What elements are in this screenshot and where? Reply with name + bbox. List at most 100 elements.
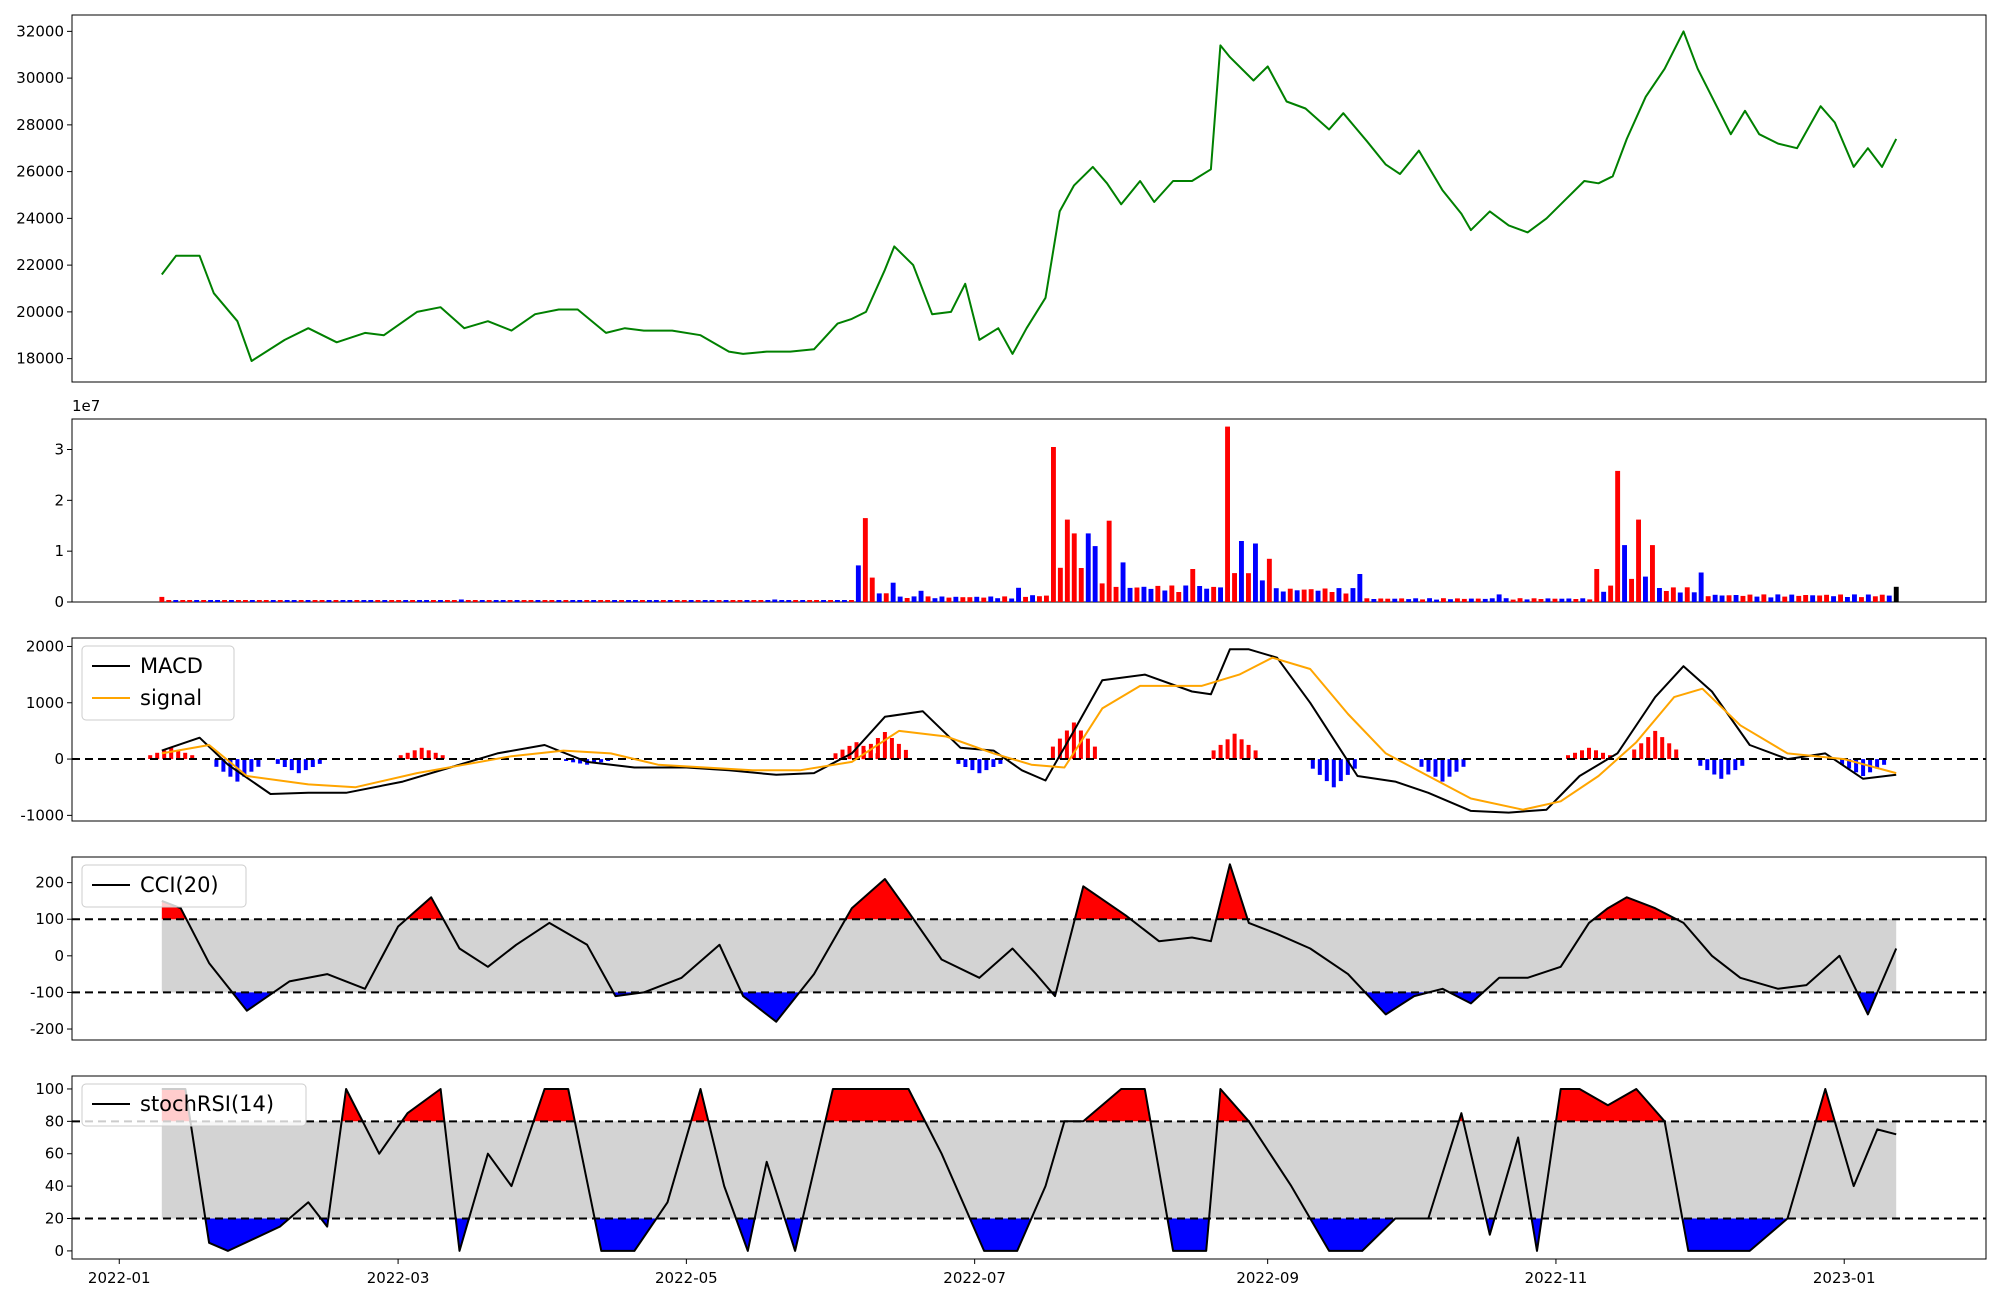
cci-overbought-fill [1216,864,1248,920]
volume-bar [535,600,541,602]
macd-histogram-bar [592,759,597,764]
volume-bar [472,600,478,602]
volume-bar [1280,591,1286,602]
volume-bar [1810,595,1816,602]
volume-bar [1190,569,1196,602]
macd-histogram-bar [1674,749,1679,760]
volume-bar [1078,568,1084,602]
volume-bar [1204,588,1210,602]
price-line [161,30,1898,362]
price-panel-ytick-label: 26000 [16,163,64,181]
macd-histogram-bar [275,759,280,764]
volume-bar [1308,589,1314,602]
volume-bar [1594,569,1600,602]
volume-bar [1406,599,1412,602]
macd-histogram-bar [1639,743,1644,760]
volume-bar [284,600,290,602]
price-panel-ytick-label: 20000 [16,303,64,321]
volume-bar [333,600,339,602]
stochrsi-panel-legend-box [81,1083,307,1127]
cci-panel-legend-box [81,864,247,908]
macd-histogram-bar [1712,759,1717,775]
volume-bar [584,600,590,602]
x-tick-label: 2022-11 [1525,1269,1588,1287]
volume-bar [1608,585,1614,602]
volume-bar [1392,598,1398,602]
volume-bar [403,600,409,602]
volume-bar [1677,592,1683,602]
macd-histogram-bar [190,755,195,759]
volume-bar [730,600,736,602]
volume-bar [1761,594,1767,602]
volume-bar [1566,598,1572,602]
volume-bar [173,600,179,602]
macd-histogram-bar [1211,750,1216,759]
volume-bar [1413,598,1419,602]
volume-bar [1378,598,1384,602]
volume-bar [869,577,875,602]
volume-bar [1427,598,1432,602]
volume-bar [1768,597,1774,602]
volume-bar [1865,594,1871,602]
volume-bar [1636,519,1641,602]
macd-histogram-bar [1566,755,1570,759]
volume-panel-ytick-label: 0 [54,593,64,611]
macd-histogram-bar [1218,744,1223,760]
stochrsi-overbought-fill [533,1089,575,1122]
macd-histogram-bar [882,732,887,759]
cci-panel-ytick-label: 0 [54,947,64,965]
volume-panel-ytick-label: 2 [54,491,64,509]
stochrsi-panel-ytick-label: 100 [35,1080,64,1098]
volume-bar [1587,599,1593,602]
cci-band [161,919,1897,993]
volume-bar [361,600,367,602]
volume-bar [1176,592,1182,602]
macd-histogram-bar [1719,759,1724,779]
volume-bar [166,600,172,602]
volume-bar [1601,591,1607,602]
macd-histogram-bar [1447,759,1452,777]
volume-bar [1183,585,1189,602]
macd-histogram-bar [1861,759,1866,776]
macd-histogram-bar [296,759,301,774]
volume-bar [549,600,555,602]
macd-histogram-bar [1726,759,1731,775]
volume-bar [1169,585,1175,602]
macd-histogram-bar [282,759,287,767]
macd-histogram-bar [1352,759,1357,769]
volume-bar [451,600,457,602]
macd-histogram-bar [162,750,167,760]
volume-bar [1197,586,1203,602]
volume-bar [626,600,631,602]
macd-histogram-bar [1573,752,1577,760]
volume-bar [981,597,987,602]
cci-oversold-fill [1857,992,1878,1015]
volume-bar [967,597,973,602]
volume-bar [988,596,994,602]
stochrsi-band [161,1121,1897,1219]
volume-bar [263,600,269,602]
volume-bar [465,600,471,602]
stochrsi-oversold-fill [1682,1218,1788,1251]
volume-bar [507,600,513,602]
volume-bar [194,600,200,602]
cci-oversold-fill [741,992,800,1022]
macd-histogram-bar [1740,759,1745,766]
stochrsi-panel-ytick-label: 80 [45,1112,64,1130]
stochrsi-oversold-fill [205,1218,290,1251]
volume-bar [277,600,283,602]
volume-bar [1134,587,1140,602]
macd-histogram-bar [854,742,859,760]
volume-bar [1531,598,1537,602]
volume-bar [438,600,443,602]
volume-bar [1162,590,1168,602]
volume-bar [1127,587,1133,602]
volume-bar [1071,533,1077,602]
volume-bar [1670,587,1676,602]
volume-bar [821,600,826,602]
macd-panel-frame [71,637,1987,822]
macd-histogram-bar [896,743,901,759]
macd-panel-legend-box [81,645,235,721]
volume-bar [577,600,583,602]
volume-bar [458,599,464,602]
